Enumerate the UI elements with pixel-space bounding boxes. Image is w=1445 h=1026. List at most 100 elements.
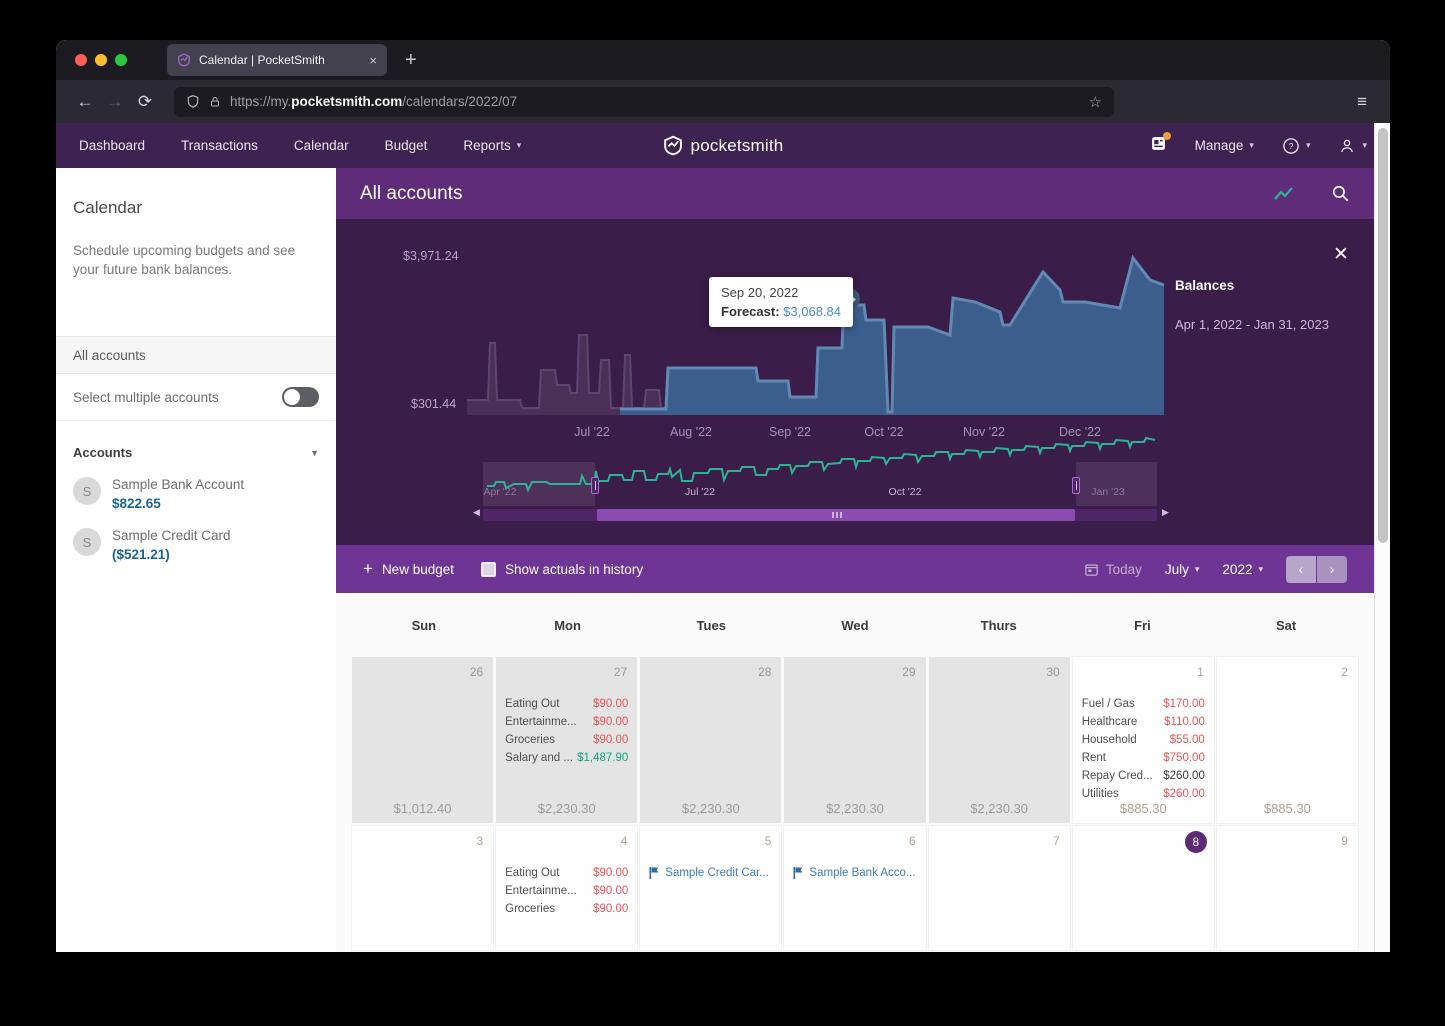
back-icon[interactable]: ← — [76, 91, 94, 111]
budget-entry[interactable]: Entertainme... $90.00 — [505, 885, 628, 898]
year-dropdown[interactable]: 2022 ▾ — [1222, 561, 1263, 577]
page-scrollbar[interactable] — [1374, 123, 1390, 952]
close-chart-icon[interactable]: ✕ — [1333, 244, 1349, 265]
budget-entry[interactable]: Repay Cred... $260.00 — [1082, 770, 1205, 783]
calendar-day-cell[interactable]: 1 Fuel / Gas $170.00 Healthcare $110.00 House… — [1072, 657, 1214, 823]
navigator-scrollbar-track[interactable] — [483, 509, 1157, 521]
select-multiple-toggle[interactable] — [282, 387, 319, 407]
nav-item-dashboard[interactable]: Dashboard — [79, 138, 146, 153]
nav-item-calendar[interactable]: Calendar — [293, 138, 349, 153]
budget-entry[interactable]: Utilities $260.00 — [1082, 788, 1205, 801]
today-button[interactable]: Today — [1084, 562, 1142, 577]
budget-entry[interactable]: Eating Out $90.00 — [505, 698, 628, 711]
help-menu[interactable]: ? ▾ — [1282, 137, 1310, 155]
y-axis-max-label: $3,971.24 — [403, 249, 459, 263]
calendar-day-cell[interactable]: 28 $2,230.30 — [640, 657, 782, 823]
calendar-week: 3 4 Eating Out $90.00 Entertainme... $90.00 Gr… — [352, 826, 1358, 950]
help-icon: ? — [1283, 137, 1299, 154]
search-icon[interactable] — [1331, 184, 1350, 203]
calendar-day-cell[interactable]: 6 Sample Bank Acco... — [784, 826, 926, 950]
calendar-day-cell[interactable]: 2 $885.30 — [1216, 657, 1358, 823]
budget-entry-name: Entertainme... — [505, 716, 577, 728]
calendar-day-cell[interactable]: 30 $2,230.30 — [928, 657, 1070, 823]
day-entries: Fuel / Gas $170.00 Healthcare $110.00 Househ… — [1082, 698, 1205, 801]
calendar-day-cell[interactable]: 3 — [352, 826, 494, 950]
calendar-day-cell[interactable]: 27 Eating Out $90.00 Entertainme... $90.00 Gr… — [496, 657, 638, 823]
balance-graph-icon[interactable] — [1273, 186, 1295, 202]
navigator-left-handle[interactable] — [591, 477, 599, 494]
forecast-balance-link[interactable]: Sample Credit Car... — [649, 867, 772, 879]
day-entries: Eating Out $90.00 Entertainme... $90.00 Groc… — [505, 698, 628, 765]
previous-month-button[interactable]: ‹ — [1286, 555, 1316, 583]
shield-icon[interactable] — [186, 94, 200, 109]
nav-item-transactions[interactable]: Transactions — [181, 138, 258, 153]
budget-entry[interactable]: Groceries $90.00 — [505, 734, 628, 747]
pocketsmith-logo[interactable]: pocketsmith — [663, 135, 784, 156]
browser-window: Calendar | PocketSmith × + ← → ⟳ https:/… — [56, 40, 1390, 952]
calendar-day-cell[interactable]: 26 $1,012.40 — [352, 657, 494, 823]
bookmark-star-icon[interactable]: ☆ — [1088, 93, 1102, 111]
calendar-day-cell[interactable]: 4 Eating Out $90.00 Entertainme... $90.00 Gro… — [496, 826, 638, 950]
calendar-day-cell[interactable]: 29 $2,230.30 — [784, 657, 926, 823]
manage-menu[interactable]: Manage ▾ — [1194, 138, 1254, 153]
budget-entry-name: Repay Cred... — [1081, 770, 1153, 782]
budget-entry[interactable]: Healthcare $110.00 — [1082, 716, 1205, 729]
budget-calendar: Sun Mon Tues Wed Thurs Fri Sat 26 $1,012.40 27 Ea… — [336, 593, 1374, 952]
budget-entry[interactable]: Salary and ... $1,487.90 — [505, 752, 628, 765]
next-month-button[interactable]: › — [1317, 555, 1347, 583]
budget-entry[interactable]: Household $55.00 — [1082, 734, 1205, 747]
sidebar: Calendar Schedule upcoming budgets and s… — [56, 168, 336, 952]
minimize-window-button[interactable] — [95, 54, 107, 66]
account-list-item[interactable]: S Sample Credit Card ($521.21) — [56, 511, 336, 562]
budget-entry-name: Eating Out — [505, 698, 560, 710]
budget-entry-name: Utilities — [1081, 788, 1119, 800]
nav-item-budget[interactable]: Budget — [384, 138, 428, 153]
browser-tab[interactable]: Calendar | PocketSmith × — [167, 44, 387, 76]
navigator-scrollbar-thumb[interactable] — [597, 509, 1075, 521]
budget-entry[interactable]: Eating Out $90.00 — [505, 867, 628, 880]
whats-new-icon[interactable] — [1150, 131, 1171, 157]
month-dropdown[interactable]: July ▾ — [1164, 561, 1200, 577]
day-number: 3 — [476, 834, 484, 848]
budget-entry[interactable]: Entertainme... $90.00 — [505, 716, 628, 729]
calendar-day-cell[interactable]: 7 — [928, 826, 1070, 950]
menu-icon[interactable]: ≡ — [1357, 91, 1368, 111]
account-name: Sample Bank Account — [112, 477, 245, 492]
forecast-balance-link[interactable]: Sample Bank Acco... — [793, 867, 916, 879]
collapse-accounts-icon[interactable]: ▼ — [310, 447, 319, 458]
user-menu[interactable]: ▾ — [1338, 137, 1367, 155]
tab-close-icon[interactable]: × — [369, 52, 377, 68]
chevron-down-icon: ▾ — [516, 140, 522, 150]
calendar-day-cell[interactable]: 8 — [1072, 826, 1214, 950]
calendar-day-cell[interactable]: 9 — [1216, 826, 1358, 950]
balance-area-chart[interactable] — [336, 219, 1374, 545]
account-info: Sample Credit Card ($521.21) — [112, 528, 231, 562]
new-tab-button[interactable]: + — [405, 48, 417, 71]
budget-entry[interactable]: Rent $750.00 — [1082, 752, 1205, 765]
today-badge: 8 — [1184, 831, 1207, 853]
budget-entry-name: Groceries — [505, 903, 555, 915]
day-total: $2,230.30 — [537, 801, 596, 816]
zoom-window-button[interactable] — [115, 54, 127, 66]
show-actuals-checkbox[interactable] — [481, 561, 496, 577]
tab-title: Calendar | PocketSmith — [199, 53, 325, 67]
reload-icon[interactable]: ⟳ — [137, 91, 153, 111]
url-bar[interactable]: https://my.pocketsmith.com/calendars/202… — [174, 86, 1114, 117]
navigator-right-handle[interactable] — [1072, 477, 1080, 494]
new-budget-button[interactable]: New budget — [381, 561, 454, 577]
balance-chart-panel: $3,971.24 $301.44 Jul '22 Aug '22 Sep '22 O… — [336, 219, 1374, 545]
budget-entry[interactable]: Fuel / Gas $170.00 — [1082, 698, 1205, 711]
budget-entry[interactable]: Groceries $90.00 — [505, 903, 628, 916]
sidebar-item-all-accounts[interactable]: All accounts — [56, 336, 336, 374]
budget-entry-amount: $90.00 — [593, 903, 629, 915]
calendar-week: 26 $1,012.40 27 Eating Out $90.00 Entertainme… — [352, 657, 1358, 823]
scroll-right-icon[interactable]: ▶ — [1162, 507, 1169, 517]
calendar-day-cell[interactable]: 5 Sample Credit Car... — [640, 826, 782, 950]
close-window-button[interactable] — [75, 54, 87, 66]
scroll-left-icon[interactable]: ◀ — [473, 507, 480, 517]
account-list-item[interactable]: S Sample Bank Account $822.65 — [56, 460, 336, 511]
forward-icon[interactable]: → — [106, 91, 124, 111]
budget-entry-amount: $110.00 — [1164, 716, 1205, 728]
page-scrollbar-thumb[interactable] — [1378, 128, 1388, 543]
nav-item-reports[interactable]: Reports ▾ — [463, 138, 522, 153]
